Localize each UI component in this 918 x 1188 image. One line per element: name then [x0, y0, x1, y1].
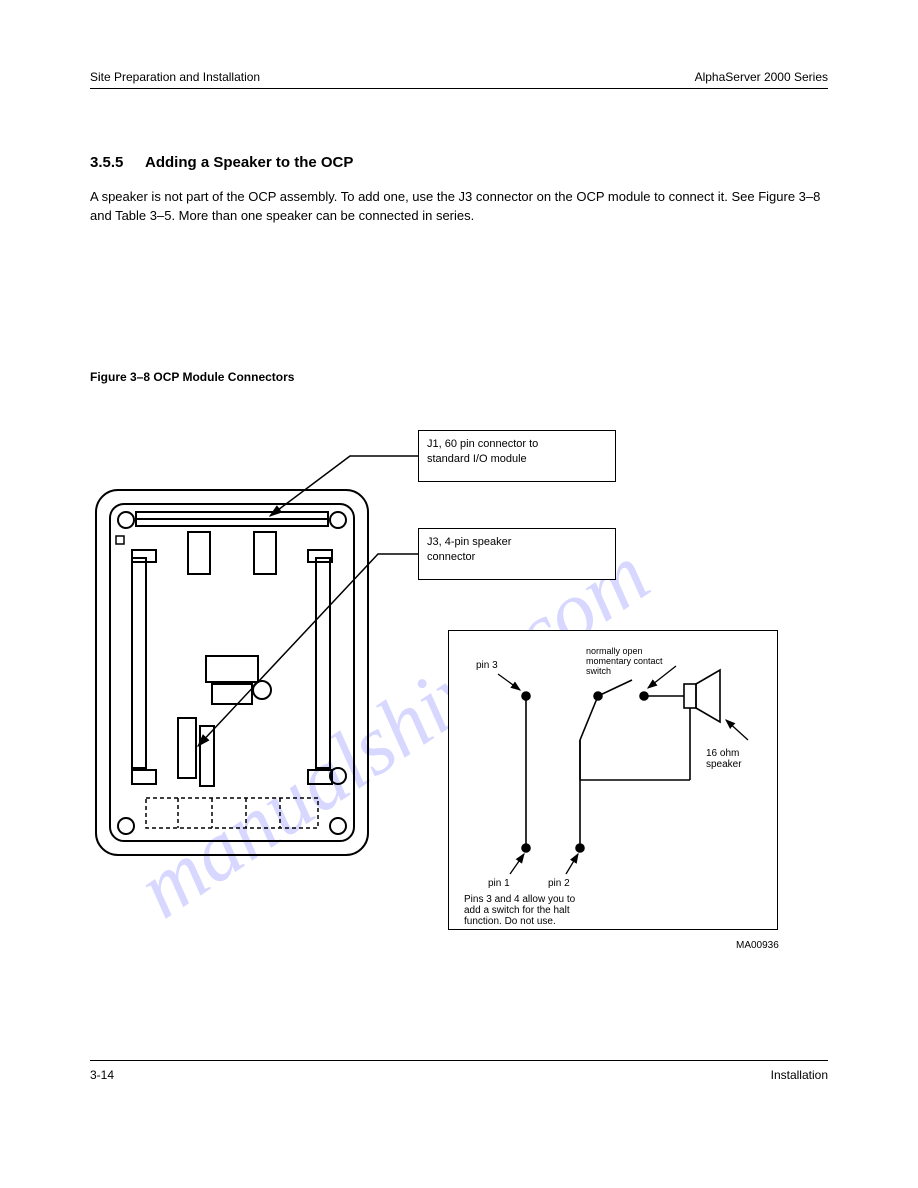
label-pin2: pin 2 [548, 878, 570, 889]
header-right: AlphaServer 2000 Series [695, 70, 828, 84]
label-switch: normally open momentary contact switch [586, 646, 696, 676]
figure-caption: Figure 3–8 OCP Module Connectors [90, 370, 294, 384]
header-rule [90, 88, 828, 89]
part-number: MA00936 [736, 940, 779, 951]
footer-rule [90, 1060, 828, 1061]
label-pin1: pin 1 [488, 878, 510, 889]
section-title: Adding a Speaker to the OCP [145, 154, 353, 171]
label-speaker: 16 ohm speaker [706, 748, 776, 770]
schematic-note: Pins 3 and 4 allow you to add a switch f… [464, 894, 764, 927]
header-left: Site Preparation and Installation [90, 70, 260, 84]
section-number: 3.5.5 [90, 154, 123, 171]
label-pin3: pin 3 [476, 660, 498, 671]
footer-section: Installation [771, 1068, 828, 1082]
footer-page: 3-14 [90, 1068, 114, 1082]
section-body: A speaker is not part of the OCP assembl… [90, 188, 828, 226]
